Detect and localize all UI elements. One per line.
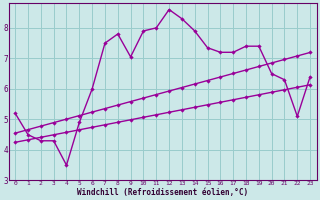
X-axis label: Windchill (Refroidissement éolien,°C): Windchill (Refroidissement éolien,°C) — [77, 188, 248, 197]
